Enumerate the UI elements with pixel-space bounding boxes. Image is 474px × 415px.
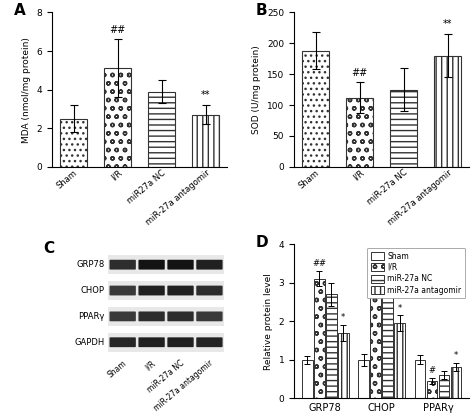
Text: ##: ##: [109, 25, 126, 35]
FancyBboxPatch shape: [167, 337, 194, 347]
Text: CHOP: CHOP: [81, 286, 105, 295]
Bar: [326, 294, 337, 398]
Text: GRP78: GRP78: [76, 260, 105, 269]
Text: A: A: [14, 3, 25, 18]
Bar: [148, 92, 175, 167]
FancyBboxPatch shape: [138, 286, 165, 295]
Y-axis label: SOD (U/mg protein): SOD (U/mg protein): [253, 45, 262, 134]
Bar: [427, 381, 438, 398]
Bar: [434, 56, 461, 167]
Legend: Sham, I/R, miR-27a NC, miR-27a antagomir: Sham, I/R, miR-27a NC, miR-27a antagomir: [367, 248, 465, 298]
Y-axis label: MDA (nmol/mg protein): MDA (nmol/mg protein): [22, 37, 31, 143]
Bar: [108, 255, 224, 274]
Text: PPARγ: PPARγ: [78, 312, 105, 321]
FancyBboxPatch shape: [196, 337, 223, 347]
FancyBboxPatch shape: [138, 337, 165, 347]
Text: miR-27a NC: miR-27a NC: [146, 358, 186, 394]
Bar: [346, 98, 373, 167]
FancyBboxPatch shape: [109, 312, 136, 321]
Y-axis label: Relative protein level: Relative protein level: [264, 273, 273, 370]
Bar: [104, 68, 131, 167]
Bar: [108, 332, 224, 352]
FancyBboxPatch shape: [138, 260, 165, 270]
Text: B: B: [255, 3, 267, 18]
Bar: [108, 307, 224, 326]
FancyBboxPatch shape: [196, 260, 223, 270]
FancyBboxPatch shape: [196, 312, 223, 321]
Bar: [108, 281, 224, 300]
Text: #: #: [428, 366, 436, 375]
Text: *: *: [341, 313, 346, 322]
Text: ##: ##: [369, 251, 383, 261]
Bar: [370, 271, 381, 398]
FancyBboxPatch shape: [109, 260, 136, 270]
Bar: [390, 90, 417, 167]
FancyBboxPatch shape: [109, 337, 136, 347]
Text: *: *: [398, 304, 401, 313]
FancyBboxPatch shape: [167, 260, 194, 270]
FancyBboxPatch shape: [109, 286, 136, 295]
Text: C: C: [44, 241, 55, 256]
Text: GAPDH: GAPDH: [74, 338, 105, 347]
Text: ##: ##: [312, 259, 326, 269]
Bar: [415, 360, 425, 398]
FancyBboxPatch shape: [138, 312, 165, 321]
Bar: [302, 51, 329, 167]
Text: miR-27a antagomir: miR-27a antagomir: [153, 358, 215, 413]
Bar: [314, 279, 325, 398]
Text: ##: ##: [352, 68, 368, 78]
Bar: [358, 360, 369, 398]
Text: D: D: [255, 235, 268, 250]
FancyBboxPatch shape: [167, 286, 194, 295]
FancyBboxPatch shape: [167, 312, 194, 321]
Bar: [60, 119, 87, 167]
Bar: [302, 360, 313, 398]
Text: **: **: [201, 90, 210, 100]
Bar: [382, 286, 393, 398]
Bar: [438, 375, 449, 398]
Bar: [394, 323, 405, 398]
Text: Sham: Sham: [106, 358, 128, 379]
FancyBboxPatch shape: [196, 286, 223, 295]
Bar: [450, 367, 461, 398]
Bar: [338, 333, 349, 398]
Text: I/R: I/R: [144, 358, 157, 372]
Text: *: *: [454, 351, 458, 360]
Text: **: **: [443, 20, 452, 29]
Bar: [192, 115, 219, 167]
